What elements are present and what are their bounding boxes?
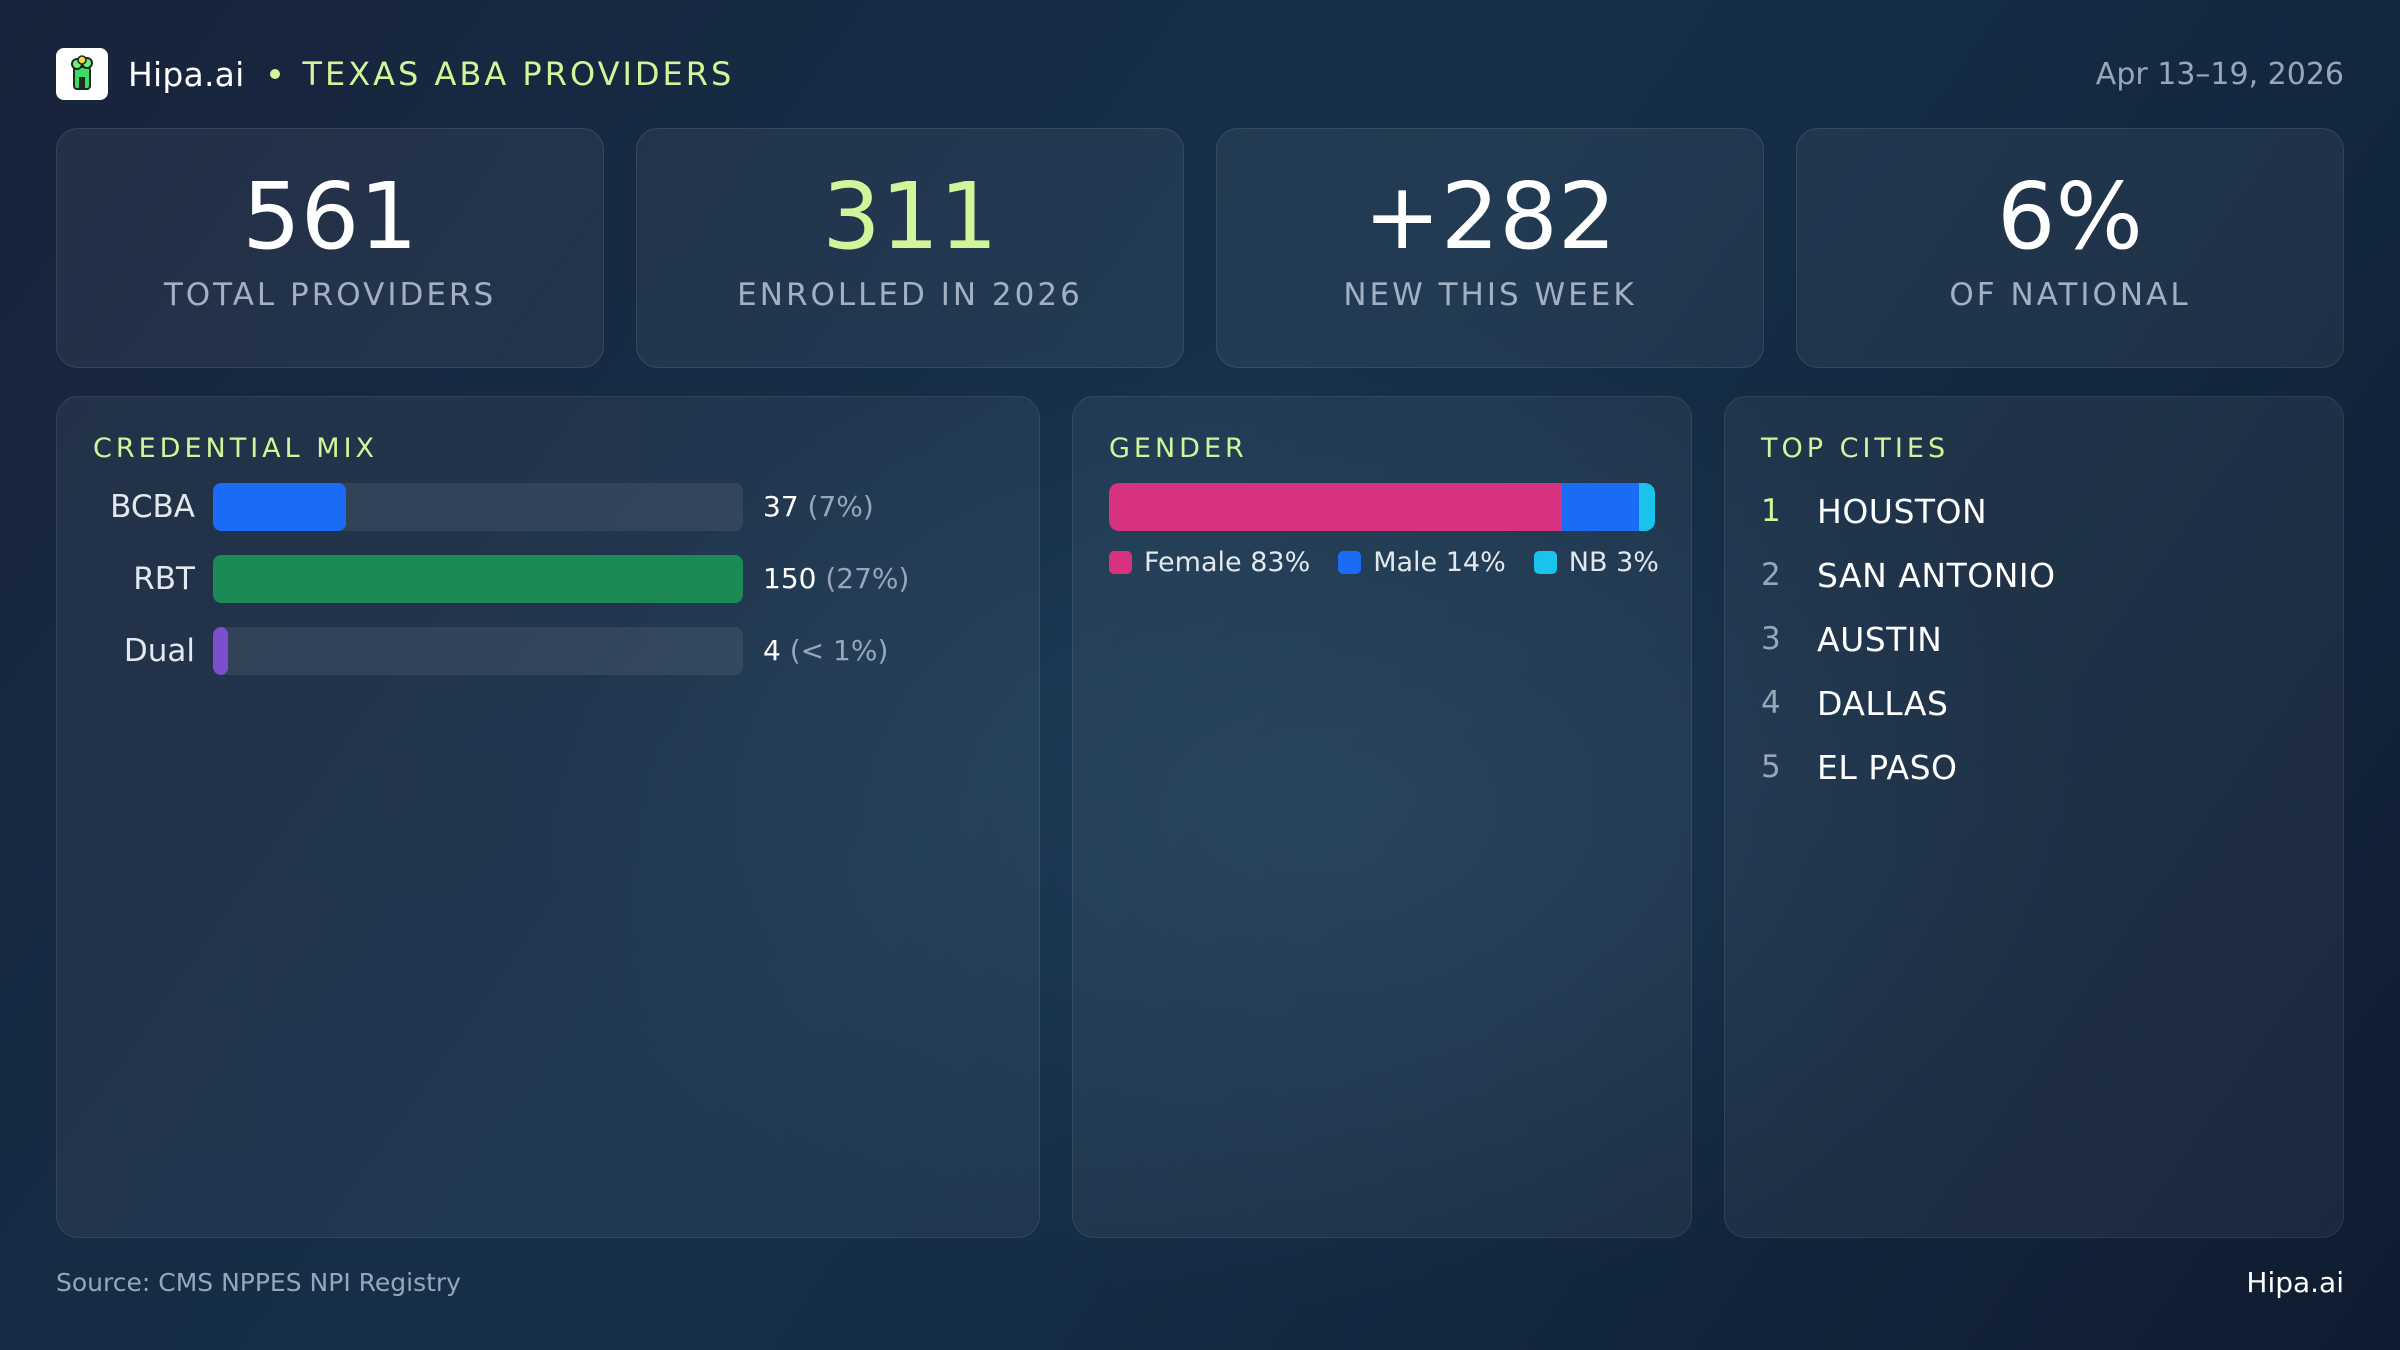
credential-bar-fill bbox=[213, 555, 743, 603]
legend-swatch bbox=[1338, 551, 1362, 574]
kpi-value: +282 bbox=[1363, 163, 1617, 270]
kpi-label: TOTAL PROVIDERS bbox=[163, 277, 497, 313]
legend-item-male: Male 14% bbox=[1338, 547, 1506, 578]
city-name: SAN ANTONIO bbox=[1817, 555, 2056, 595]
city-list: 1 HOUSTON 2 SAN ANTONIO 3 AUSTIN 4 DALLA… bbox=[1761, 479, 2056, 799]
footer-brand[interactable]: Hipa.ai bbox=[2246, 1266, 2344, 1299]
credential-label: BCBA bbox=[110, 489, 195, 525]
legend-swatch bbox=[1109, 551, 1132, 574]
credential-percent: (< 1%) bbox=[789, 634, 889, 667]
list-item: 3 AUSTIN bbox=[1761, 607, 2056, 671]
city-name: AUSTIN bbox=[1817, 619, 1943, 659]
panel-title: CREDENTIAL MIX bbox=[93, 433, 379, 464]
credential-row-dual: Dual 4 (< 1%) bbox=[57, 627, 1039, 675]
city-name: DALLAS bbox=[1817, 683, 1949, 723]
gender-segment-nb bbox=[1638, 483, 1655, 531]
kpi-label: ENROLLED IN 2026 bbox=[737, 277, 1083, 313]
credential-bar-track bbox=[213, 627, 743, 675]
date-range: Apr 13–19, 2026 bbox=[2095, 56, 2344, 92]
list-item: 1 HOUSTON bbox=[1761, 479, 2056, 543]
credential-row-bcba: BCBA 37 (7%) bbox=[57, 483, 1039, 531]
kpi-card-enrolled: 311 ENROLLED IN 2026 bbox=[636, 128, 1184, 368]
legend-item-female: Female 83% bbox=[1109, 547, 1310, 578]
credential-count: 150 bbox=[763, 562, 817, 595]
brand-name: Hipa.ai bbox=[128, 54, 245, 94]
kpi-card-new-this-week: +282 NEW THIS WEEK bbox=[1216, 128, 1764, 368]
credential-bar-fill bbox=[213, 627, 228, 675]
tree-icon bbox=[71, 55, 93, 90]
gender-segment-male bbox=[1562, 483, 1639, 531]
logo[interactable] bbox=[56, 48, 108, 100]
top-cities-panel: TOP CITIES 1 HOUSTON 2 SAN ANTONIO 3 AUS… bbox=[1724, 396, 2344, 1238]
credential-label: RBT bbox=[133, 561, 195, 597]
credential-value: 4 (< 1%) bbox=[763, 627, 888, 675]
city-name: HOUSTON bbox=[1817, 491, 1988, 531]
panel-title: GENDER bbox=[1109, 433, 1248, 464]
legend-label: Female 83% bbox=[1144, 547, 1311, 578]
kpi-label: NEW THIS WEEK bbox=[1343, 277, 1637, 313]
credential-percent: (7%) bbox=[807, 490, 874, 523]
credential-count: 4 bbox=[763, 634, 781, 667]
kpi-value: 6% bbox=[1997, 163, 2143, 270]
city-rank: 5 bbox=[1761, 749, 1781, 785]
legend-item-nb: NB 3% bbox=[1533, 547, 1659, 578]
city-rank: 2 bbox=[1761, 557, 1781, 593]
city-rank: 3 bbox=[1761, 621, 1781, 657]
gender-legend: Female 83% Male 14% NB 3% bbox=[1109, 547, 1659, 578]
credential-percent: (27%) bbox=[825, 562, 910, 595]
header: Hipa.ai TEXAS ABA PROVIDERS Apr 13–19, 2… bbox=[56, 46, 2344, 102]
kpi-value: 311 bbox=[822, 163, 998, 270]
kpi-row: 561 TOTAL PROVIDERS 311 ENROLLED IN 2026… bbox=[56, 128, 2344, 368]
kpi-card-total-providers: 561 TOTAL PROVIDERS bbox=[56, 128, 604, 368]
gender-stacked-bar bbox=[1109, 483, 1655, 531]
kpi-label: OF NATIONAL bbox=[1949, 277, 2191, 313]
credential-value: 150 (27%) bbox=[763, 555, 909, 603]
separator-dot bbox=[270, 69, 281, 79]
credential-label: Dual bbox=[123, 633, 195, 669]
gender-segment-female bbox=[1109, 483, 1563, 531]
credential-row-rbt: RBT 150 (27%) bbox=[57, 555, 1039, 603]
credential-bar-track bbox=[213, 555, 743, 603]
gender-panel: GENDER Female 83% Male 14% NB 3% bbox=[1072, 396, 1692, 1238]
city-rank: 4 bbox=[1761, 685, 1781, 721]
city-rank: 1 bbox=[1761, 493, 1781, 529]
panel-title: TOP CITIES bbox=[1761, 433, 1950, 464]
credential-value: 37 (7%) bbox=[763, 483, 874, 531]
legend-label: NB 3% bbox=[1568, 547, 1659, 578]
footer-source: Source: CMS NPPES NPI Registry bbox=[56, 1268, 461, 1297]
list-item: 4 DALLAS bbox=[1761, 671, 2056, 735]
legend-swatch bbox=[1533, 551, 1557, 574]
list-item: 2 SAN ANTONIO bbox=[1761, 543, 2056, 607]
credential-bar-fill bbox=[213, 483, 346, 531]
list-item: 5 EL PASO bbox=[1761, 735, 2056, 799]
credential-mix-panel: CREDENTIAL MIX BCBA 37 (7%) RBT 150 (27%… bbox=[56, 396, 1040, 1238]
kpi-card-of-national: 6% OF NATIONAL bbox=[1796, 128, 2344, 368]
kpi-value: 561 bbox=[242, 163, 418, 270]
credential-count: 37 bbox=[763, 490, 799, 523]
legend-label: Male 14% bbox=[1373, 547, 1506, 578]
city-name: EL PASO bbox=[1817, 747, 1958, 787]
page-title: TEXAS ABA PROVIDERS bbox=[302, 55, 735, 93]
credential-bar-track bbox=[213, 483, 743, 531]
